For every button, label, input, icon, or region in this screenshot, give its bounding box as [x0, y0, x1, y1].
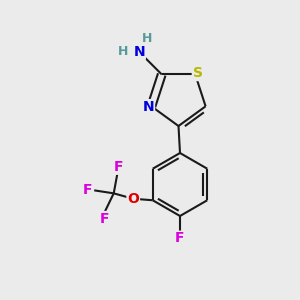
Text: F: F: [82, 183, 92, 197]
Text: H: H: [118, 45, 128, 58]
Text: S: S: [193, 66, 203, 80]
Text: F: F: [99, 212, 109, 226]
Text: H: H: [142, 32, 152, 45]
Text: N: N: [142, 100, 154, 114]
Text: F: F: [114, 160, 123, 174]
Text: N: N: [134, 45, 145, 59]
Text: O: O: [127, 192, 139, 206]
Text: F: F: [175, 232, 185, 245]
